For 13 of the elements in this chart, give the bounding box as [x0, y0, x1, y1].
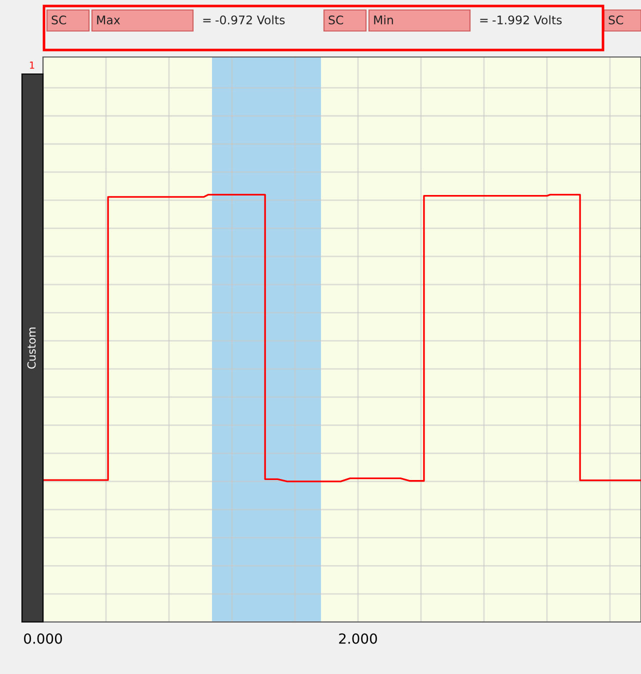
text: -1.992 Volts — [492, 15, 562, 24]
text: SC — [52, 15, 66, 24]
text: Max — [97, 16, 120, 24]
y-axis-title: Custom — [27, 328, 36, 369]
text: SC — [608, 15, 624, 24]
x-tick-label: 2.000 — [339, 633, 377, 644]
text: -0.972 Volts — [216, 15, 285, 24]
text: Min — [374, 15, 393, 24]
text: 1 — [30, 62, 34, 69]
text: = — [480, 18, 488, 22]
text: SC — [328, 15, 344, 24]
x-tick-label: 0.000 — [24, 633, 62, 644]
text: = — [203, 18, 211, 22]
